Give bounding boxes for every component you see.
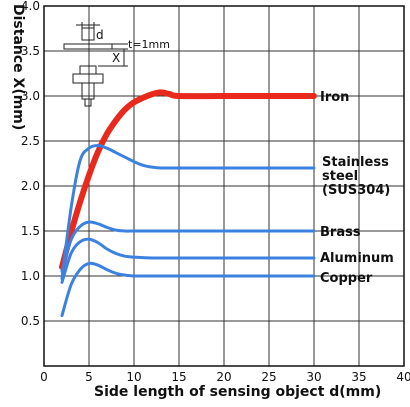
series-lines bbox=[59, 89, 317, 318]
y-tick-label-6: 3.5 bbox=[21, 44, 40, 58]
x-tick-label-0: 0 bbox=[40, 370, 48, 384]
x-tick-label-7: 35 bbox=[351, 370, 366, 384]
target-size-box bbox=[81, 27, 95, 41]
x-tick-label-4: 20 bbox=[216, 370, 231, 384]
series-line-stainless-steel-sus304 bbox=[60, 144, 316, 281]
sensor-body bbox=[81, 82, 95, 100]
sensor-diagram: d t=1mm X bbox=[63, 22, 170, 107]
x-tick-label-1: 5 bbox=[85, 370, 93, 384]
series-line-iron bbox=[59, 89, 317, 270]
y-tick-label-4: 2.5 bbox=[21, 134, 40, 148]
axes bbox=[43, 5, 405, 367]
y-tick-label-5: 3.0 bbox=[21, 89, 40, 103]
y-tick-label-2: 1.5 bbox=[21, 224, 40, 238]
plot-frame bbox=[43, 5, 405, 367]
label-aluminum: Aluminum bbox=[320, 251, 394, 266]
x-tick-label-8: 40 bbox=[396, 370, 410, 384]
x-tick-label-2: 10 bbox=[126, 370, 141, 384]
sensor-head bbox=[79, 65, 97, 75]
x-tick-label-3: 15 bbox=[171, 370, 186, 384]
y-tick-label-3: 2.0 bbox=[21, 179, 40, 193]
inset-d-label: d bbox=[96, 28, 104, 42]
label-stainless-3: (SUS304) bbox=[322, 183, 390, 198]
inset-t-label: t=1mm bbox=[128, 38, 170, 51]
y-tick-label-0: 0.5 bbox=[21, 314, 40, 328]
label-stainless-2: steel bbox=[322, 169, 358, 184]
series-line-copper bbox=[60, 261, 316, 318]
series-line-brass bbox=[60, 220, 316, 273]
sensor-nut bbox=[72, 73, 104, 84]
label-stainless-1: Stainless bbox=[322, 155, 389, 170]
label-copper: Copper bbox=[320, 271, 373, 286]
inset-x-label: X bbox=[112, 51, 120, 65]
x-tick-label-5: 25 bbox=[261, 370, 276, 384]
x-tick-label-6: 30 bbox=[306, 370, 321, 384]
target-plate bbox=[63, 43, 113, 50]
series-line-aluminum bbox=[60, 237, 316, 284]
x-axis-title: Side length of sensing object d(mm) bbox=[94, 384, 381, 400]
label-iron: Iron bbox=[320, 90, 349, 105]
tick-labels: 0 5 10 15 20 25 30 35 40 0.5 1.0 1.5 2.0 2.5 3.0 3.5 4.0 bbox=[21, 0, 410, 384]
y-tick-label-7: 4.0 bbox=[21, 0, 40, 13]
y-tick-label-1: 1.0 bbox=[21, 269, 40, 283]
label-brass: Brass bbox=[320, 225, 361, 240]
sensor-cable bbox=[84, 98, 92, 107]
y-axis-title: Distance X(mm) bbox=[10, 4, 26, 130]
